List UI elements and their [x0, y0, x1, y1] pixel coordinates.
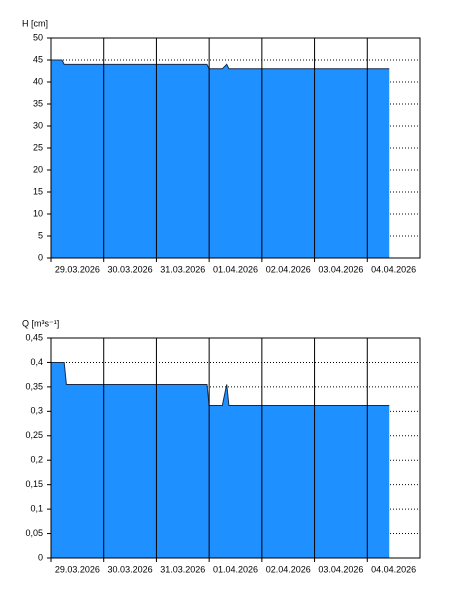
y-tick-label: 0,25 [25, 430, 43, 440]
plot-frame [50, 337, 421, 559]
x-tick-label: 03.04.2026 [318, 264, 363, 274]
area [51, 362, 390, 558]
y-tick-label: 0,3 [30, 406, 43, 416]
plot-frame [50, 37, 421, 259]
x-tick-label: 01.04.2026 [213, 264, 258, 274]
y-axis-title: H [cm] [22, 18, 48, 28]
x-tick-label: 30.03.2026 [108, 264, 153, 274]
x-tick-label: 01.04.2026 [213, 564, 258, 574]
y-tick-label: 30 [33, 120, 43, 130]
y-tick-label: 5 [38, 230, 43, 240]
x-tick-label: 02.04.2026 [266, 564, 311, 574]
y-tick-label: 0,2 [30, 455, 43, 465]
y-tick-label: 40 [33, 76, 43, 86]
y-tick-label: 0,1 [30, 503, 43, 513]
y-tick-label: 0,4 [30, 357, 43, 367]
area [51, 60, 390, 258]
y-tick-label: 10 [33, 208, 43, 218]
y-tick-label: 0,35 [25, 381, 43, 391]
y-tick-label: 0 [38, 252, 43, 262]
y-tick-label: 25 [33, 142, 43, 152]
x-tick-label: 29.03.2026 [55, 564, 100, 574]
x-tick-label: 29.03.2026 [55, 264, 100, 274]
y-tick-label: 35 [33, 98, 43, 108]
y-tick-label: 20 [33, 164, 43, 174]
y-tick-label: 0,45 [25, 332, 43, 342]
y-axis-title: Q [m³s⁻¹] [22, 318, 59, 328]
x-tick-label: 03.04.2026 [318, 564, 363, 574]
x-tick-label: 30.03.2026 [108, 564, 153, 574]
y-tick-label: 15 [33, 186, 43, 196]
y-tick-label: 50 [33, 32, 43, 42]
y-tick-label: 0,05 [25, 528, 43, 538]
x-tick-label: 02.04.2026 [266, 264, 311, 274]
y-tick-label: 45 [33, 54, 43, 64]
y-tick-label: 0,15 [25, 479, 43, 489]
x-tick-label: 04.04.2026 [371, 264, 416, 274]
x-tick-label: 04.04.2026 [371, 564, 416, 574]
x-tick-label: 31.03.2026 [160, 264, 205, 274]
x-tick-label: 31.03.2026 [160, 564, 205, 574]
y-tick-label: 0 [38, 552, 43, 562]
